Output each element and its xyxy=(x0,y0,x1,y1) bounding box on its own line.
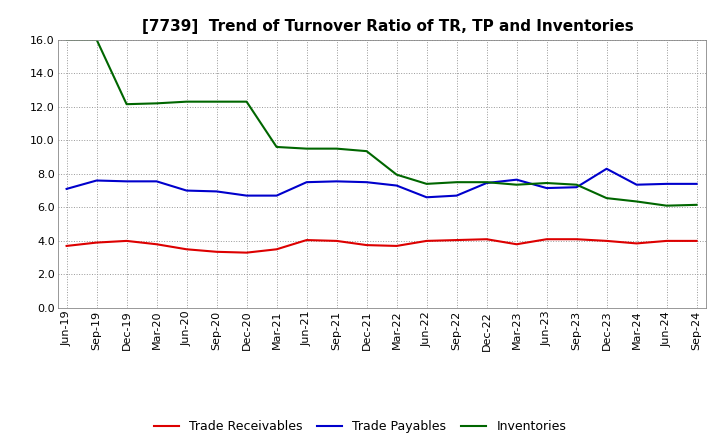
Inventories xyxy=(242,99,251,104)
Trade Receivables xyxy=(513,242,521,247)
Inventories xyxy=(452,180,461,185)
Inventories xyxy=(602,195,611,201)
Trade Receivables xyxy=(212,249,221,254)
Trade Payables xyxy=(572,185,581,190)
Inventories xyxy=(632,199,641,204)
Trade Payables xyxy=(513,177,521,182)
Trade Payables xyxy=(212,189,221,194)
Inventories xyxy=(422,181,431,187)
Trade Payables xyxy=(122,179,131,184)
Trade Payables xyxy=(632,182,641,187)
Inventories xyxy=(693,202,701,208)
Trade Payables xyxy=(302,180,311,185)
Trade Receivables xyxy=(333,238,341,244)
Inventories xyxy=(482,180,491,185)
Trade Payables xyxy=(62,186,71,191)
Line: Trade Payables: Trade Payables xyxy=(66,169,697,197)
Trade Receivables xyxy=(572,237,581,242)
Inventories xyxy=(362,149,371,154)
Trade Payables xyxy=(242,193,251,198)
Text: [7739]  Trend of Turnover Ratio of TR, TP and Inventories: [7739] Trend of Turnover Ratio of TR, TP… xyxy=(142,19,634,34)
Trade Payables xyxy=(602,166,611,172)
Inventories xyxy=(662,203,671,208)
Trade Receivables xyxy=(392,243,401,249)
Inventories xyxy=(513,182,521,187)
Inventories xyxy=(92,37,101,42)
Trade Receivables xyxy=(662,238,671,244)
Legend: Trade Receivables, Trade Payables, Inventories: Trade Receivables, Trade Payables, Inven… xyxy=(149,415,571,438)
Trade Receivables xyxy=(632,241,641,246)
Trade Payables xyxy=(693,181,701,187)
Trade Payables xyxy=(92,178,101,183)
Inventories xyxy=(542,180,551,186)
Trade Payables xyxy=(333,179,341,184)
Inventories xyxy=(392,172,401,177)
Inventories xyxy=(302,146,311,151)
Trade Receivables xyxy=(422,238,431,244)
Line: Inventories: Inventories xyxy=(66,40,697,205)
Trade Receivables xyxy=(482,237,491,242)
Inventories xyxy=(122,102,131,107)
Inventories xyxy=(62,37,71,42)
Inventories xyxy=(572,182,581,187)
Trade Receivables xyxy=(362,242,371,248)
Trade Receivables xyxy=(542,237,551,242)
Trade Payables xyxy=(452,193,461,198)
Inventories xyxy=(153,101,161,106)
Trade Receivables xyxy=(242,250,251,255)
Trade Receivables xyxy=(182,247,191,252)
Trade Receivables xyxy=(302,238,311,243)
Trade Payables xyxy=(182,188,191,193)
Trade Payables xyxy=(272,193,281,198)
Trade Receivables xyxy=(693,238,701,244)
Trade Receivables xyxy=(452,238,461,243)
Trade Receivables xyxy=(602,238,611,244)
Inventories xyxy=(272,144,281,150)
Trade Payables xyxy=(422,194,431,200)
Trade Receivables xyxy=(153,242,161,247)
Inventories xyxy=(333,146,341,151)
Trade Receivables xyxy=(62,243,71,249)
Inventories xyxy=(212,99,221,104)
Line: Trade Receivables: Trade Receivables xyxy=(66,239,697,253)
Trade Payables xyxy=(662,181,671,187)
Trade Payables xyxy=(153,179,161,184)
Trade Receivables xyxy=(272,247,281,252)
Trade Receivables xyxy=(122,238,131,244)
Trade Payables xyxy=(542,185,551,191)
Inventories xyxy=(182,99,191,104)
Trade Payables xyxy=(482,180,491,186)
Trade Receivables xyxy=(92,240,101,245)
Trade Payables xyxy=(362,180,371,185)
Trade Payables xyxy=(392,183,401,188)
